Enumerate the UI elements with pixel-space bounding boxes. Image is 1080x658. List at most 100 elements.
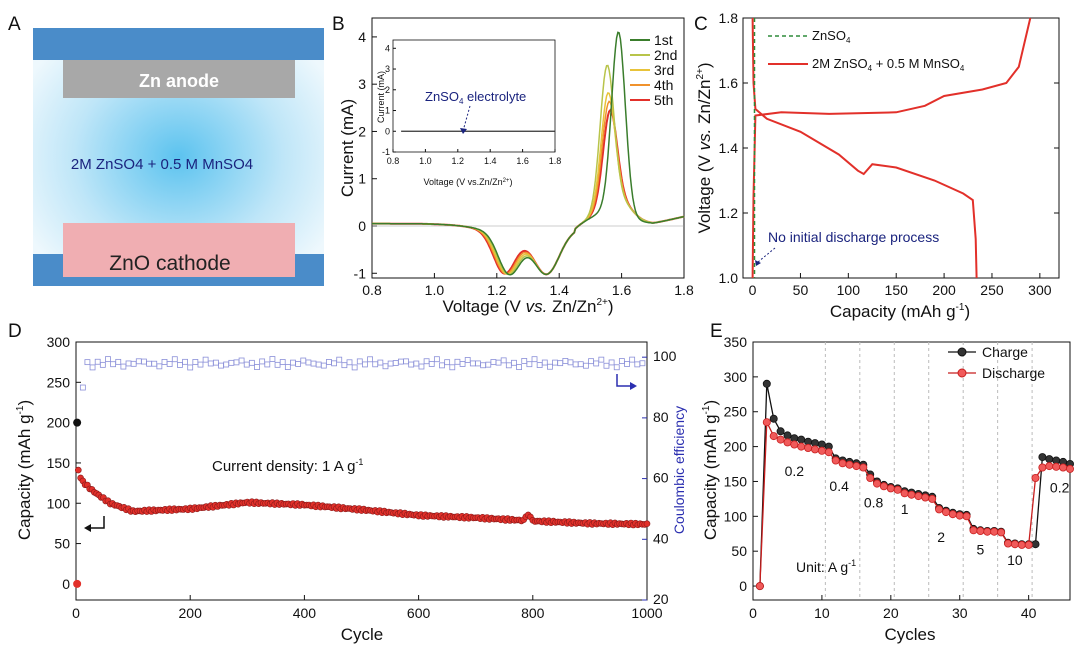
ce-point <box>480 362 487 369</box>
annotation-arrow <box>757 247 776 263</box>
ce-point <box>588 358 594 365</box>
ce-point <box>547 363 553 370</box>
ce-point <box>382 363 389 370</box>
y-tick-label: 50 <box>54 536 70 552</box>
x-tick-label: 0.8 <box>362 282 382 298</box>
inset-axes: 0.8 1.0 1.2 1.4 1.6 1.8 -1 0 1 2 3 4 <box>382 43 561 166</box>
ce-point <box>336 356 343 363</box>
ce-point <box>439 362 445 369</box>
y-tick-label: 150 <box>724 473 748 489</box>
right-axis-arrow-head <box>630 382 637 390</box>
discharge-point <box>914 492 923 501</box>
ce-point <box>603 362 610 369</box>
rate-label: 0.2 <box>1050 480 1070 496</box>
ce-point <box>624 361 630 367</box>
ce-point <box>387 360 394 367</box>
ce-point <box>177 362 183 368</box>
ce-point <box>346 359 353 366</box>
discharge-point <box>1024 540 1033 549</box>
ce-point <box>228 359 235 366</box>
ce-point <box>418 363 425 370</box>
panel-d-ylabel-right: Coulombic efficiency <box>671 406 687 534</box>
y-tick-label: 0 <box>62 576 70 592</box>
discharge-point <box>1017 540 1026 549</box>
panel-c-xlabel: Capacity (mAh g-1) <box>830 302 970 321</box>
discharge-point <box>804 443 813 452</box>
zno-cathode-label: ZnO cathode <box>109 252 230 275</box>
ce-point <box>459 361 466 367</box>
discharge-point <box>866 473 875 482</box>
ce-point <box>284 364 291 370</box>
discharge-point <box>755 582 764 591</box>
discharge-point <box>893 485 902 494</box>
rate-label: 10 <box>1007 552 1023 568</box>
y-tick-label: 300 <box>47 334 71 350</box>
rate-series: 0.2 0.4 0.8 1 2 5 10 0.2 <box>755 379 1075 591</box>
panel-b-ticks: 0.8 1.0 1.2 1.4 1.6 1.8 -1 0 1 2 3 4 <box>354 29 694 298</box>
rate-label: 0.4 <box>829 478 849 494</box>
y-tick-label: 1 <box>358 171 366 187</box>
charge-point <box>1045 455 1054 464</box>
discharge-point <box>1010 540 1019 549</box>
y-tick-label: 150 <box>47 455 71 471</box>
ce-point <box>536 362 543 368</box>
discharge-point <box>983 527 992 536</box>
ce-point <box>351 364 358 371</box>
charge-point <box>797 435 806 444</box>
legend-label-znso4: ZnSO4 <box>812 28 851 45</box>
inset-ylabel: Current (mA) <box>376 71 386 123</box>
ce-point <box>166 361 173 367</box>
charge-point <box>1031 540 1040 549</box>
inset-x-tick-label: 1.2 <box>452 156 465 166</box>
ce-point <box>212 359 219 366</box>
y-tick-label: 1.8 <box>719 10 739 26</box>
legend-label: Charge <box>982 344 1028 360</box>
x-tick-label: 600 <box>407 605 431 621</box>
y-tick-label: 250 <box>724 404 748 420</box>
panel-label-b: B <box>332 14 345 35</box>
annotation-unit: Unit: A g-1 <box>796 558 856 575</box>
discharge-point <box>776 435 785 444</box>
discharge-point <box>997 528 1006 537</box>
discharge-curve <box>751 17 978 279</box>
panel-e-xlabel: Cycles <box>884 625 935 644</box>
ce-point <box>500 357 507 364</box>
rate-label: 5 <box>977 542 985 558</box>
ce-point <box>161 359 168 365</box>
inset-y-tick-label: -1 <box>382 147 390 157</box>
ce-point <box>264 361 271 368</box>
ce-point <box>248 359 255 366</box>
top-current-collector <box>33 28 324 60</box>
panel-b-xlabel: Voltage (V vs. Zn/Zn2+) <box>442 297 613 316</box>
electrolyte-label: 2M ZnSO4 + 0.5 M MnSO4 <box>71 156 253 173</box>
y-tick-label: 100 <box>47 495 71 511</box>
discharge-point <box>790 440 799 449</box>
ce-point <box>629 356 636 363</box>
ce-point <box>577 361 584 368</box>
ce-point <box>89 364 96 371</box>
y-tick-label: 3 <box>358 76 366 92</box>
discharge-point <box>907 490 916 499</box>
panel-label-c: C <box>694 14 708 35</box>
ce-point <box>243 361 250 368</box>
legend-label: 1st <box>654 32 673 48</box>
capacity-point <box>75 466 82 474</box>
inset-x-tick-label: 1.8 <box>549 156 562 166</box>
charge-point <box>769 414 778 423</box>
discharge-point <box>838 459 847 468</box>
ce-point <box>505 362 512 369</box>
ce-point <box>84 359 91 366</box>
panel-b-frame <box>371 17 685 279</box>
y-tick-label: 2 <box>358 123 366 139</box>
ce-point <box>464 357 471 363</box>
charge-point <box>762 379 771 388</box>
ce-point <box>392 360 399 366</box>
right-axis-arrow <box>616 374 634 387</box>
discharge-point <box>769 432 778 441</box>
ce-point <box>618 358 625 364</box>
inset-y-tick-label: 0 <box>385 126 390 136</box>
ce-point <box>94 358 101 365</box>
inset-y-tick-label: 4 <box>385 43 390 53</box>
